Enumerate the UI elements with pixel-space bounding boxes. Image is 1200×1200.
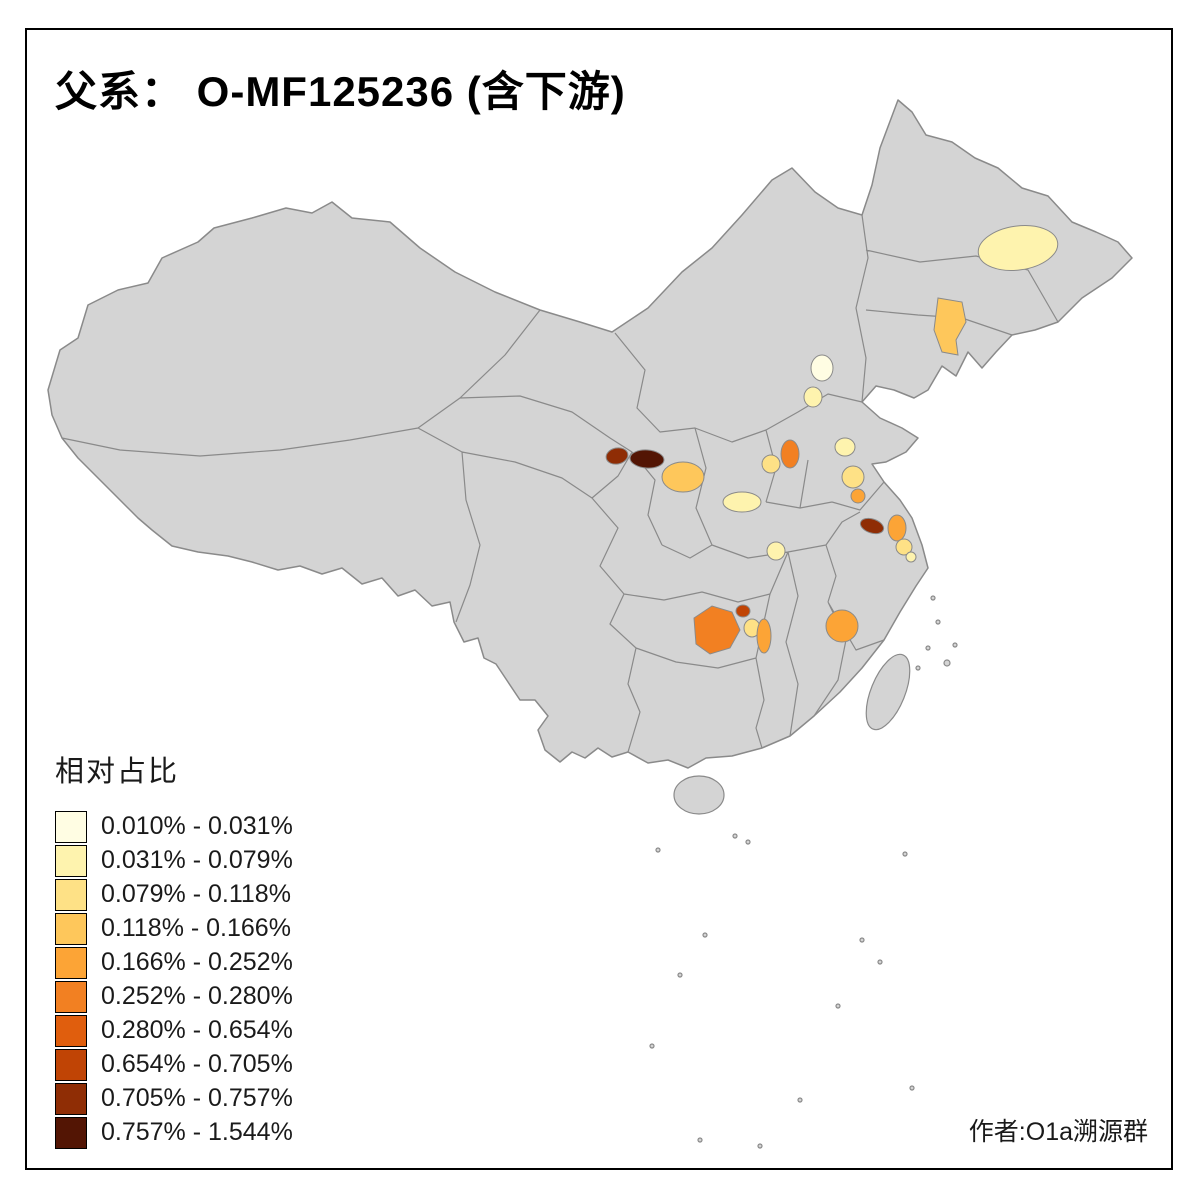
legend-swatch [55,1082,87,1115]
legend-row: 0.252% - 0.280% [55,980,293,1013]
taiwan-island [865,653,911,731]
legend-swatch [55,1116,87,1149]
legend-row: 0.118% - 0.166% [55,912,293,945]
legend-row: 0.705% - 0.757% [55,1082,293,1115]
small-islands [649,595,958,1149]
legend-row: 0.280% - 0.654% [55,1014,293,1047]
choropleth-patch-hubei [766,541,786,561]
choropleth-patch-jiangsu-center [887,514,907,542]
legend-row: 0.166% - 0.252% [55,946,293,979]
legend-swatch [55,1048,87,1081]
choropleth-patch-jiangxi-east [825,609,859,643]
legend-label: 0.654% - 0.705% [101,1050,293,1078]
choropleth-patch-ne-heilongjiang [977,225,1059,271]
legend-row: 0.031% - 0.079% [55,844,293,877]
choropleth-patch-shandong-center [841,465,865,489]
choropleth-patch-beijing-s [803,386,823,408]
legend-label: 0.757% - 1.544% [101,1118,293,1146]
legend-row: 0.654% - 0.705% [55,1048,293,1081]
choropleth-patch-henan [722,491,762,513]
legend-label: 0.252% - 0.280% [101,982,293,1010]
legend-row: 0.079% - 0.118% [55,878,293,911]
legend-title: 相对占比 [55,756,180,788]
legend-swatch [55,878,87,911]
choropleth-patch-gansu-east [629,449,665,469]
legend-label: 0.166% - 0.252% [101,948,293,976]
legend-swatch [55,946,87,979]
choropleth-patch-gansu-west [605,447,629,465]
map-title: 父系： O-MF125236 (含下游) [55,68,626,115]
choropleth-patch-shaanxi-center [661,461,705,493]
choropleth-patch-jiangsu-south [895,538,913,556]
hainan-island [673,775,725,815]
legend-swatch [55,1014,87,1047]
legend-label: 0.118% - 0.166% [101,914,291,942]
choropleth-patch-guizhou-ne [735,604,751,618]
legend-label: 0.031% - 0.079% [101,846,293,874]
legend-swatch [55,912,87,945]
legend-swatch [55,980,87,1013]
choropleth-patch-liaoning [933,297,967,356]
legend-row: 0.010% - 0.031% [55,810,293,843]
choropleth-patch-shanxi-east [780,439,800,469]
choropleth-patch-jiangsu-north [859,517,885,535]
mainland-outline [47,99,1133,769]
choropleth-patch-shandong-south [850,488,866,504]
legend-swatch [55,844,87,877]
legend-label: 0.280% - 0.654% [101,1016,293,1044]
choropleth-patch-beijing-n [810,354,834,382]
choropleth-patch-shanxi-south [761,454,781,474]
legend-label: 0.010% - 0.031% [101,812,293,840]
choropleth-patch-shanghai-area [905,551,917,563]
legend-label: 0.079% - 0.118% [101,880,291,908]
legend: 相对占比 0.010% - 0.031% 0.031% - 0.079% 0.079… [55,748,293,1150]
choropleth-patch-hunan-west [756,618,772,654]
choropleth-patch-guizhou-main [693,605,741,655]
legend-label: 0.705% - 0.757% [101,1084,293,1112]
choropleth-patch-shandong-north [834,437,856,457]
legend-row: 0.757% - 1.544% [55,1116,293,1149]
legend-rows: 0.010% - 0.031% 0.031% - 0.079% 0.079% - 0… [55,810,293,1149]
author-credit: 作者:O1a溯源群 [968,1118,1148,1146]
legend-swatch [55,810,87,843]
